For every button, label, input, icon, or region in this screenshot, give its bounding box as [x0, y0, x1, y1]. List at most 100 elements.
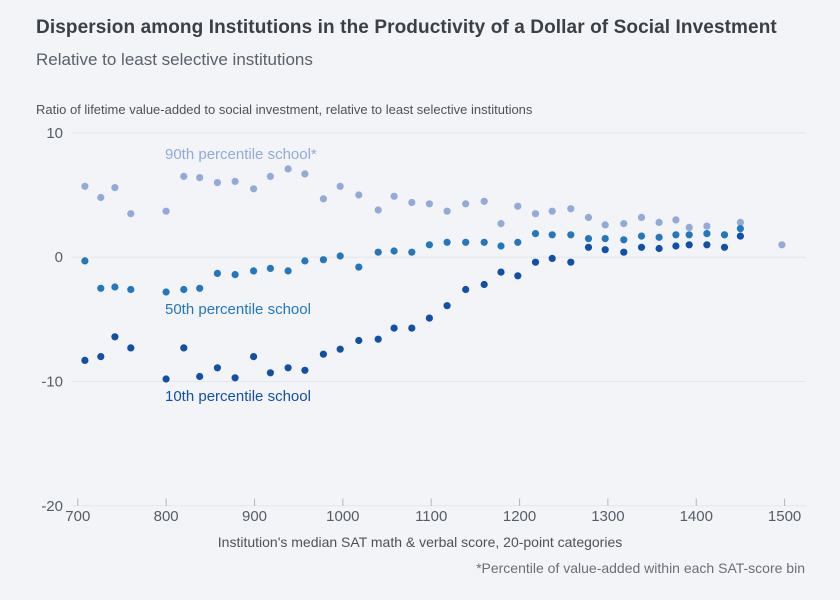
data-point-series-0 — [601, 221, 609, 229]
data-point-series-1 — [497, 242, 505, 250]
data-point-series-1 — [584, 235, 593, 243]
x-tick-label-800: 800 — [154, 508, 179, 525]
data-point-series-2 — [601, 246, 609, 254]
data-point-series-0 — [703, 222, 711, 230]
data-point-series-2 — [81, 356, 89, 364]
data-point-series-1 — [567, 231, 575, 239]
data-point-series-1 — [620, 236, 628, 244]
data-point-series-0 — [497, 220, 505, 228]
data-point-series-0 — [301, 170, 309, 178]
chart-subtitle: Relative to least selective institutions — [36, 50, 313, 69]
data-point-series-1 — [601, 235, 609, 243]
data-point-series-1 — [703, 230, 711, 238]
x-tick-label-1400: 1400 — [680, 508, 713, 525]
data-point-series-1 — [250, 267, 258, 275]
data-point-series-1 — [736, 225, 745, 233]
series-label-50th: 50th percentile school — [165, 301, 311, 318]
data-point-series-2 — [736, 232, 745, 240]
data-point-series-0 — [374, 206, 382, 214]
data-point-series-0 — [81, 182, 89, 190]
data-point-series-0 — [778, 241, 786, 249]
y-tick-label-10: 10 — [46, 125, 63, 142]
data-point-series-0 — [514, 202, 522, 210]
data-point-series-1 — [443, 238, 451, 246]
data-point-series-2 — [548, 254, 556, 262]
data-point-series-2 — [720, 243, 729, 251]
data-point-series-2 — [284, 364, 292, 372]
data-point-series-0 — [548, 207, 556, 215]
data-point-series-0 — [97, 193, 105, 202]
data-point-series-1 — [655, 233, 663, 241]
data-point-series-0 — [180, 172, 188, 180]
data-point-series-1 — [531, 230, 540, 238]
data-point-series-0 — [319, 195, 327, 203]
data-point-series-2 — [301, 366, 309, 374]
data-point-series-2 — [319, 350, 327, 358]
y-axis-note: Ratio of lifetime value-added to social … — [36, 102, 533, 117]
data-point-series-1 — [637, 232, 646, 240]
data-point-series-1 — [720, 231, 729, 239]
x-tick-label-1200: 1200 — [503, 508, 536, 525]
data-point-series-0 — [336, 182, 344, 190]
data-point-series-2 — [514, 272, 522, 280]
data-point-series-1 — [480, 238, 488, 246]
data-point-series-2 — [111, 333, 119, 341]
data-point-series-1 — [180, 285, 188, 294]
data-point-series-0 — [127, 210, 135, 218]
data-point-series-0 — [408, 198, 416, 207]
data-point-series-0 — [196, 174, 204, 182]
data-point-series-2 — [231, 374, 239, 382]
data-point-series-0 — [425, 200, 433, 208]
data-point-series-2 — [408, 324, 416, 332]
data-point-series-2 — [672, 242, 680, 250]
data-point-series-2 — [374, 335, 382, 343]
data-point-series-0 — [213, 179, 221, 187]
data-point-series-2 — [685, 241, 693, 249]
data-point-series-1 — [548, 231, 556, 239]
data-point-series-0 — [462, 200, 470, 208]
data-point-series-0 — [266, 172, 274, 180]
data-point-series-2 — [336, 345, 344, 353]
data-point-series-0 — [250, 185, 258, 193]
data-point-series-2 — [162, 375, 170, 383]
data-point-series-2 — [127, 344, 135, 352]
data-point-series-2 — [180, 344, 188, 352]
data-point-series-2 — [531, 258, 540, 266]
data-point-series-2 — [213, 364, 221, 372]
data-point-series-1 — [672, 231, 680, 239]
data-point-series-2 — [443, 302, 451, 310]
data-point-series-0 — [655, 218, 663, 226]
data-point-series-1 — [336, 252, 344, 260]
data-point-series-0 — [443, 207, 451, 215]
data-point-series-2 — [196, 372, 204, 381]
data-point-series-1 — [97, 284, 105, 292]
data-point-series-2 — [655, 244, 663, 253]
data-point-series-1 — [231, 271, 239, 279]
x-axis-title: Institution's median SAT math & verbal s… — [217, 534, 623, 550]
data-point-series-0 — [672, 216, 680, 224]
data-point-series-2 — [425, 314, 433, 322]
data-point-series-1 — [284, 267, 292, 275]
y-tick-label-0: 0 — [55, 249, 63, 266]
data-point-series-1 — [266, 264, 274, 272]
data-point-series-0 — [355, 191, 363, 199]
data-point-series-1 — [319, 256, 327, 264]
data-point-series-0 — [111, 184, 119, 192]
data-point-series-1 — [196, 284, 204, 292]
series-label-10th: 10th percentile school — [165, 388, 311, 405]
data-point-series-0 — [231, 177, 239, 185]
data-point-series-2 — [250, 353, 258, 361]
data-point-series-0 — [685, 223, 693, 231]
data-point-series-2 — [462, 285, 470, 294]
x-tick-label-1300: 1300 — [591, 508, 624, 525]
data-point-series-0 — [637, 213, 646, 221]
data-point-series-2 — [637, 243, 646, 251]
data-point-series-1 — [111, 283, 119, 291]
series-label-90th: 90th percentile school* — [165, 146, 317, 163]
data-point-series-1 — [425, 241, 433, 249]
x-tick-label-1500: 1500 — [768, 508, 801, 525]
data-point-series-1 — [390, 247, 398, 255]
data-point-series-0 — [584, 213, 593, 221]
